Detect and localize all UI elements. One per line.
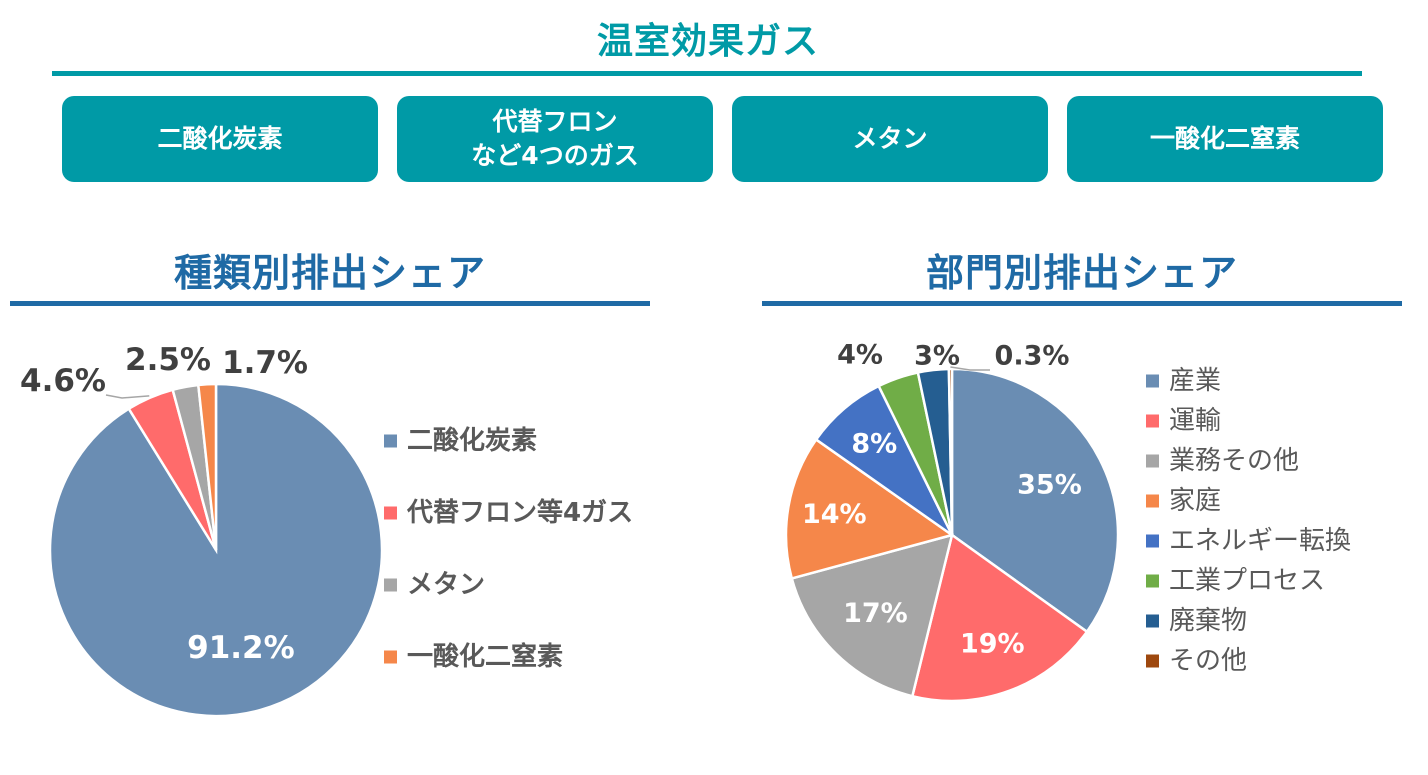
legend-swatch (384, 578, 397, 592)
gas-card-fluorocarbons: 代替フロン など4つのガス (397, 96, 713, 182)
gas-card-label: など4つのガス (471, 141, 639, 170)
legend-label: 廃棄物 (1169, 606, 1247, 636)
gas-card-n2o: 一酸化二窒素 (1067, 96, 1383, 182)
legend-swatch (1146, 614, 1159, 628)
legend-swatch (1146, 534, 1159, 548)
gas-card-label: メタン (852, 124, 928, 153)
data-label: 4% (837, 340, 883, 371)
pie-slice-その他 (947, 367, 954, 536)
section-divider-left (10, 301, 650, 306)
legend-swatch (1146, 454, 1159, 468)
legend-label: 家庭 (1169, 486, 1221, 516)
section-divider-right (762, 301, 1402, 306)
legend-label: 業務その他 (1169, 446, 1299, 476)
gas-card-label: 一酸化二窒素 (1149, 124, 1300, 153)
data-label: 2.5% (125, 342, 211, 378)
legend-swatch (1146, 494, 1159, 508)
legend-label: 代替フロン等4ガス (406, 497, 633, 528)
gas-card-methane: メタン (732, 96, 1048, 182)
legend-swatch (1146, 414, 1159, 428)
pie-slice-家庭 (784, 437, 955, 580)
data-label: 1.7% (222, 345, 308, 381)
pie-slice-一酸化二窒素 (196, 382, 218, 551)
title-divider (52, 71, 1362, 76)
chart-title-sector: 部門別排出シェア (925, 251, 1238, 295)
data-label: 17% (843, 598, 908, 629)
data-label: 4.6% (20, 363, 106, 399)
legend-label: 一酸化二窒素 (407, 641, 563, 672)
data-label: 91.2% (187, 630, 295, 666)
legend-swatch (1146, 574, 1159, 588)
legend-label: エネルギー転換 (1169, 526, 1351, 556)
legend-label: 工業プロセス (1169, 566, 1325, 596)
legend-label: 産業 (1169, 366, 1221, 396)
legend-swatch (1146, 654, 1159, 668)
data-label: 19% (960, 628, 1025, 659)
chart-title-gas-type: 種類別排出シェア (173, 251, 486, 295)
legend-swatch (384, 434, 397, 448)
legend-label: 二酸化炭素 (407, 426, 537, 456)
legend-label: その他 (1169, 646, 1247, 676)
leader-line (105, 394, 150, 399)
data-label: 0.3% (995, 341, 1070, 372)
legend-swatch (1146, 374, 1159, 388)
gas-card-co2: 二酸化炭素 (62, 96, 378, 182)
legend-label: 運輸 (1169, 406, 1221, 436)
pie-slice-産業 (950, 367, 1120, 634)
legend-swatch (384, 506, 397, 520)
data-label: 8% (851, 429, 897, 460)
gas-card-label: 代替フロン (492, 107, 618, 136)
data-label: 14% (802, 499, 867, 530)
page-title: 温室効果ガス (596, 21, 819, 62)
gas-card-label: 二酸化炭素 (157, 124, 283, 153)
legend-label: メタン (407, 570, 485, 600)
data-label: 3% (914, 341, 960, 372)
pie-slice-業務その他 (790, 533, 954, 698)
data-label: 35% (1017, 469, 1082, 500)
leader-line (950, 366, 990, 371)
pie-slice-運輸 (910, 532, 1089, 703)
legend-swatch (384, 650, 397, 664)
pie-chart-sector: 35% 19% 17% 14% 8% 4% 3% 0.3% 産業運輸業務その他家庭エネルギー転換… (784, 340, 1351, 703)
